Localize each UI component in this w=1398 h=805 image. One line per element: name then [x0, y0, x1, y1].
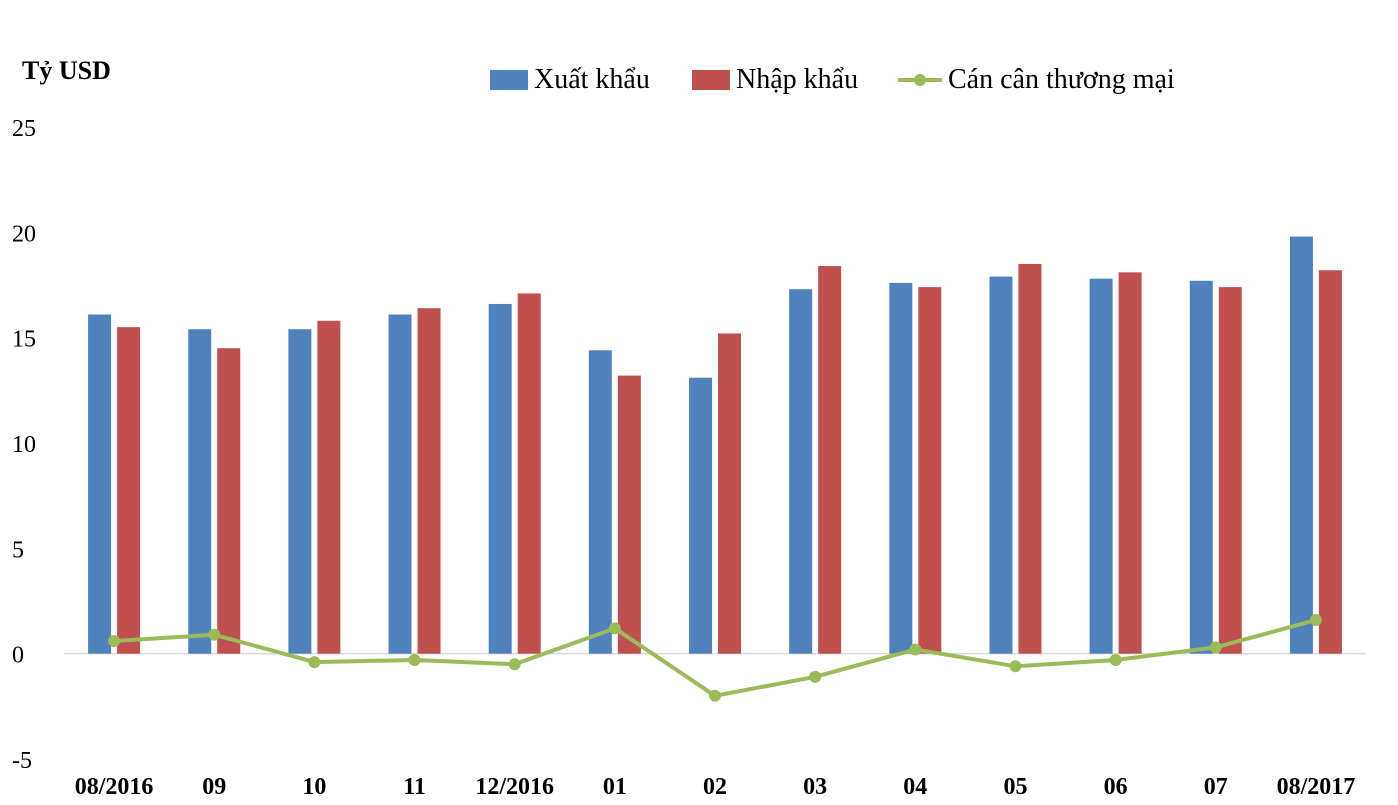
bar-imports	[918, 287, 942, 654]
trade-balance-point	[308, 656, 321, 669]
y-tick-label: 25	[12, 116, 36, 142]
x-tick-label: 03	[803, 774, 827, 800]
bar-imports	[818, 266, 842, 654]
x-tick-label: 09	[202, 774, 226, 800]
bar-imports	[1118, 272, 1142, 654]
legend-item-imports: Nhập khẩu	[692, 64, 858, 96]
bar-exports	[588, 350, 612, 654]
x-tick-label: 02	[703, 774, 727, 800]
legend-swatch-trade-balance	[898, 70, 942, 90]
bar-imports	[1018, 263, 1042, 654]
x-tick-label: 07	[1204, 774, 1228, 800]
y-tick-label: 10	[12, 432, 36, 458]
bar-exports	[689, 377, 712, 654]
bar-imports	[1318, 270, 1342, 654]
x-tick-label: 05	[1003, 774, 1027, 800]
x-tick-label: 06	[1104, 774, 1128, 800]
bar-exports	[88, 314, 112, 654]
legend-label-trade-balance: Cán cân thương mại	[948, 64, 1175, 95]
bar-imports	[718, 333, 741, 654]
x-tick-label: 08/2016	[75, 774, 154, 800]
trade-balance-point	[608, 622, 621, 635]
legend-item-trade-balance: Cán cân thương mại	[898, 64, 1175, 96]
y-tick-label: 5	[12, 537, 24, 563]
y-tick-label: -5	[12, 748, 32, 774]
bar-exports	[1089, 278, 1113, 654]
y-tick-label: 20	[12, 221, 36, 247]
trade-balance-point	[1109, 653, 1122, 666]
x-tick-label: 10	[302, 774, 326, 800]
legend-label-exports: Xuất khẩu	[534, 64, 650, 95]
bar-exports	[1289, 236, 1313, 654]
x-tick-label: 04	[903, 774, 927, 800]
bar-imports	[117, 327, 141, 654]
bar-exports	[188, 329, 212, 654]
legend-item-exports: Xuất khẩu	[490, 64, 650, 96]
y-axis-title: Tỷ USD	[22, 56, 111, 85]
trade-balance-point	[208, 628, 221, 641]
trade-balance-point	[909, 643, 922, 656]
legend-label-imports: Nhập khẩu	[736, 64, 859, 95]
trade-balance-point	[809, 670, 822, 683]
trade-balance-point	[1009, 660, 1022, 673]
trade-balance-point	[408, 653, 421, 666]
bar-imports	[417, 308, 441, 654]
trade-balance-point	[108, 635, 121, 648]
trade-balance-point	[508, 658, 521, 671]
legend-swatch-imports	[692, 70, 730, 90]
trade-balance-point	[709, 689, 721, 702]
bar-exports	[388, 314, 412, 654]
bar-exports	[789, 289, 813, 654]
x-tick-label: 11	[403, 774, 426, 800]
x-tick-label: 08/2017	[1277, 774, 1356, 800]
y-tick-label: 0	[12, 643, 24, 669]
bar-exports	[989, 276, 1013, 654]
trade-balance-point	[1209, 641, 1222, 654]
bar-imports	[617, 375, 641, 654]
bar-exports	[1189, 280, 1213, 654]
bar-imports	[1218, 287, 1242, 654]
x-tick-label: 01	[603, 774, 627, 800]
bar-exports	[889, 282, 913, 654]
bar-imports	[217, 348, 241, 654]
y-tick-label: 15	[12, 327, 36, 353]
bar-imports	[517, 293, 541, 654]
bar-exports	[488, 303, 512, 654]
bar-imports	[317, 320, 341, 654]
x-tick-label: 12/2016	[475, 774, 554, 800]
trade-balance-point	[1309, 613, 1322, 626]
bar-exports	[288, 329, 312, 654]
legend-swatch-exports	[490, 70, 528, 90]
